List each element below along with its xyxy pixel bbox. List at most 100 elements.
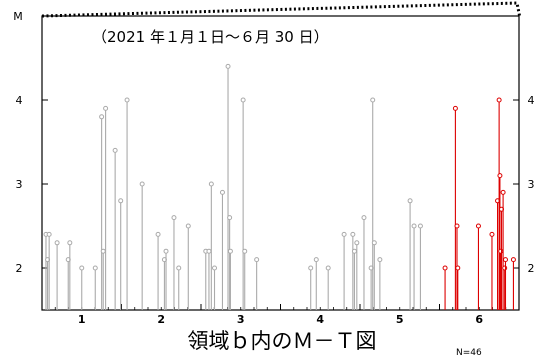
data-marker	[377, 257, 383, 263]
x-tick-label: 5	[396, 313, 404, 326]
data-marker	[118, 198, 124, 204]
data-marker	[46, 231, 52, 237]
data-point	[455, 265, 461, 310]
period-label: （2021 年１月１日～６月 30 日）	[92, 28, 329, 46]
data-point	[377, 257, 383, 310]
y-tick-label-right: 3	[528, 178, 535, 191]
data-marker	[371, 240, 377, 246]
data-marker	[242, 248, 248, 254]
data-point	[496, 97, 502, 310]
data-point	[79, 265, 85, 310]
y-tick-label-right: 2	[528, 262, 535, 275]
data-point	[368, 265, 374, 310]
x-tick-label: 4	[316, 313, 324, 326]
data-marker	[498, 248, 504, 254]
data-marker	[206, 248, 212, 254]
data-point	[489, 231, 495, 310]
data-marker	[124, 97, 130, 103]
data-marker	[354, 240, 360, 246]
data-marker	[308, 265, 314, 271]
y-axis-label: M	[13, 10, 23, 23]
data-marker	[496, 97, 502, 103]
x-tick-label: 3	[237, 313, 245, 326]
data-marker	[442, 265, 448, 271]
data-point	[452, 105, 458, 310]
data-point	[442, 265, 448, 310]
x-tick-label: 6	[475, 313, 483, 326]
data-point	[370, 97, 376, 310]
data-point	[417, 223, 423, 310]
data-point	[308, 265, 314, 310]
data-marker	[79, 265, 85, 271]
data-marker	[510, 257, 516, 263]
data-marker	[351, 248, 357, 254]
data-point	[350, 231, 356, 310]
data-point	[46, 231, 52, 310]
data-point	[219, 189, 225, 310]
data-point	[411, 223, 417, 310]
data-marker	[227, 215, 233, 221]
data-point	[371, 240, 377, 310]
data-marker	[219, 189, 225, 195]
chart-title: 領域ｂ内のＭ－Ｔ図	[188, 329, 377, 353]
data-marker	[489, 231, 495, 237]
data-marker	[254, 257, 260, 263]
data-point	[185, 223, 191, 310]
data-point	[254, 257, 260, 310]
data-point	[242, 248, 248, 310]
data-marker	[500, 189, 506, 195]
data-marker	[475, 223, 481, 229]
data-marker	[407, 198, 413, 204]
data-point	[118, 198, 124, 310]
data-point	[124, 97, 130, 310]
data-marker	[99, 114, 105, 120]
data-point	[341, 231, 347, 310]
data-point	[155, 231, 161, 310]
y-tick-label-left: 2	[16, 262, 23, 275]
data-point	[100, 248, 106, 310]
data-point	[99, 114, 105, 310]
data-marker	[227, 248, 233, 254]
data-point	[208, 181, 214, 310]
data-point	[325, 265, 331, 310]
data-marker	[341, 231, 347, 237]
data-point	[67, 240, 73, 310]
data-marker	[112, 147, 118, 153]
data-point	[475, 223, 481, 310]
data-point	[361, 215, 367, 310]
data-marker	[502, 265, 508, 271]
data-point	[206, 248, 212, 310]
y-tick-label-left: 3	[16, 178, 23, 191]
data-marker	[361, 215, 367, 221]
data-point	[65, 257, 71, 310]
data-marker	[67, 240, 73, 246]
data-marker	[411, 223, 417, 229]
data-point	[176, 265, 182, 310]
data-marker	[54, 240, 60, 246]
x-tick-label: 1	[78, 313, 86, 326]
data-marker	[240, 97, 246, 103]
data-marker	[163, 248, 169, 254]
data-marker	[454, 223, 460, 229]
data-point	[163, 248, 169, 310]
y-tick-label-left: 4	[16, 94, 23, 107]
data-marker	[139, 181, 145, 187]
data-point	[510, 257, 516, 310]
data-point	[495, 198, 501, 310]
data-point	[139, 181, 145, 310]
data-point	[171, 215, 177, 310]
marks-layer	[43, 63, 516, 310]
count-label: N=46	[456, 348, 482, 356]
data-marker	[455, 265, 461, 271]
data-point	[313, 257, 319, 310]
data-point	[212, 265, 218, 310]
data-point	[500, 189, 506, 310]
data-point	[225, 63, 231, 310]
data-marker	[92, 265, 98, 271]
data-point	[45, 257, 51, 310]
plot-layer: 2 2 3 3 4 4 1 2 3 4 5 6	[16, 15, 535, 326]
dotted-connector	[41, 1, 522, 19]
data-marker	[350, 231, 356, 237]
data-point	[497, 173, 503, 310]
